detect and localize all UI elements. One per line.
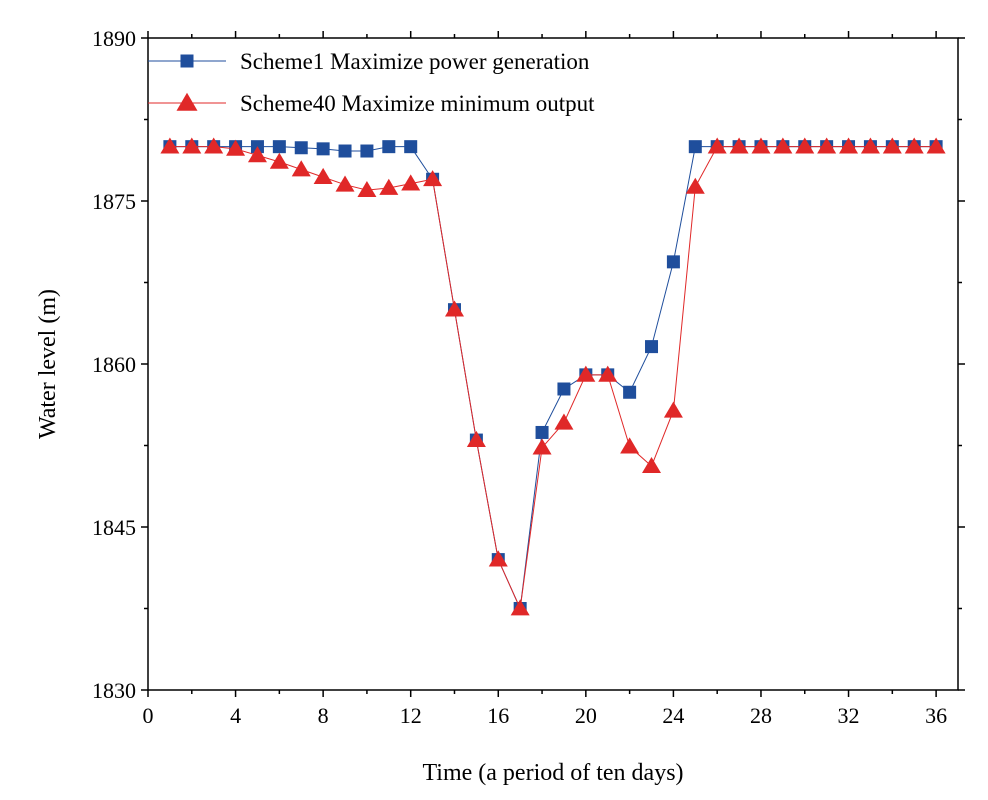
y-axis-title: Water level (m)	[35, 289, 61, 439]
y-tick-label: 1890	[92, 26, 136, 51]
data-point	[860, 137, 880, 154]
data-point	[294, 141, 308, 155]
data-point	[401, 174, 421, 191]
data-point	[247, 146, 267, 163]
data-point	[357, 180, 377, 198]
x-tick-label: 24	[662, 703, 684, 728]
data-point	[466, 430, 486, 447]
data-point	[488, 550, 508, 567]
data-point	[926, 137, 946, 154]
data-point	[313, 167, 333, 184]
plot-frame	[147, 37, 959, 691]
data-point	[729, 137, 749, 154]
series-2	[160, 137, 946, 616]
y-tick-label: 1830	[92, 678, 136, 703]
data-point	[817, 137, 837, 154]
data-point	[688, 140, 702, 154]
data-point	[291, 160, 311, 177]
x-tick-label: 16	[487, 703, 509, 728]
axes: 0 4 8 12 16 20 24 28 32 36 1830 1845 1860 1875 1890	[92, 26, 965, 728]
data-point	[554, 413, 574, 430]
x-tick-label: 36	[925, 703, 947, 728]
data-point	[444, 300, 464, 317]
data-point	[773, 137, 793, 154]
series-layer	[160, 137, 946, 616]
series-line	[169, 146, 937, 611]
data-point	[423, 170, 443, 187]
series-line	[169, 146, 937, 611]
data-point	[510, 599, 530, 616]
data-point	[839, 137, 859, 154]
x-tick-label: 0	[143, 703, 154, 728]
data-point	[382, 140, 396, 154]
legend-item: Scheme1 Maximize power generation	[148, 49, 590, 74]
x-tick-label: 20	[575, 703, 597, 728]
data-point	[751, 137, 771, 154]
data-point	[316, 142, 330, 156]
data-point	[226, 139, 246, 156]
data-point	[557, 382, 571, 396]
y-tick-label: 1860	[92, 352, 136, 377]
y-tick-label: 1875	[92, 189, 136, 214]
legend-item: Scheme40 Maximize minimum output	[148, 91, 595, 116]
data-point	[204, 137, 224, 154]
legend: Scheme1 Maximize power generation Scheme4…	[148, 49, 595, 116]
data-point	[404, 140, 418, 154]
data-point	[623, 385, 637, 399]
y-tick-label: 1845	[92, 515, 136, 540]
x-axis-title: Time (a period of ten days)	[422, 760, 683, 786]
data-point	[904, 137, 924, 154]
legend-label: Scheme1 Maximize power generation	[240, 49, 590, 74]
data-point	[535, 425, 549, 439]
x-tick-label: 28	[750, 703, 772, 728]
data-point	[642, 456, 662, 474]
data-point	[379, 178, 399, 195]
data-point	[182, 137, 202, 154]
data-point	[620, 437, 640, 454]
data-point	[645, 340, 659, 354]
data-point	[360, 144, 374, 158]
legend-label: Scheme40 Maximize minimum output	[240, 91, 595, 116]
series-1	[163, 140, 943, 615]
x-tick-label: 12	[400, 703, 422, 728]
x-tick-label: 32	[838, 703, 860, 728]
data-point	[335, 175, 355, 192]
data-point	[160, 137, 180, 154]
data-point	[707, 137, 727, 154]
data-point	[576, 365, 596, 382]
data-point	[532, 438, 552, 455]
data-point	[882, 137, 902, 154]
x-tick-label: 8	[318, 703, 329, 728]
data-point	[795, 137, 815, 154]
data-point	[269, 152, 289, 169]
data-point	[666, 255, 680, 269]
data-point	[685, 177, 705, 194]
data-point	[272, 140, 286, 154]
data-point	[338, 144, 352, 158]
data-point	[598, 365, 618, 382]
legend-marker	[180, 54, 194, 68]
x-tick-label: 4	[230, 703, 241, 728]
legend-marker	[176, 92, 198, 111]
data-point	[663, 401, 683, 418]
